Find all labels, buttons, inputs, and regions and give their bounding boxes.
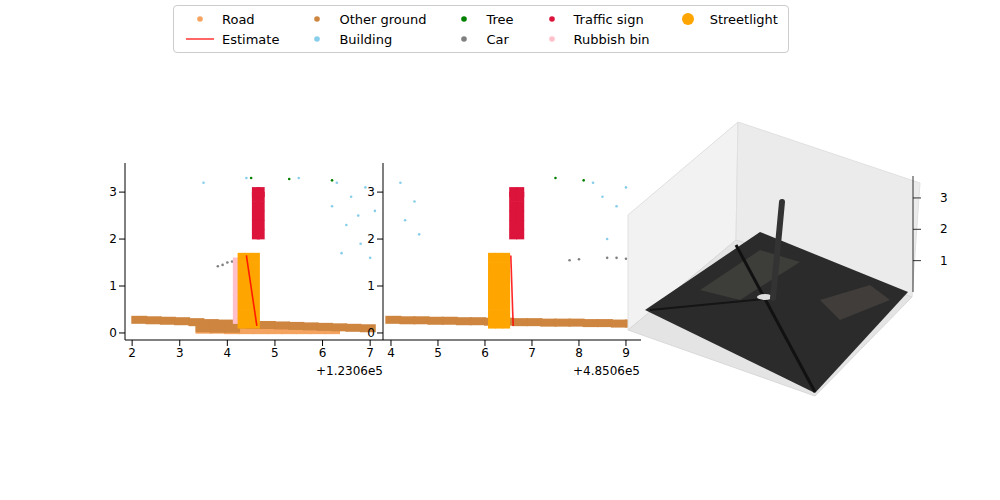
svg-text:3: 3 (176, 346, 184, 360)
svg-text:2: 2 (128, 346, 136, 360)
svg-text:6: 6 (319, 346, 327, 360)
svg-text:4: 4 (224, 346, 232, 360)
svg-text:1: 1 (109, 279, 117, 293)
svg-text:3: 3 (367, 185, 375, 199)
html-text:Road: Road (222, 11, 255, 27)
svg-text:6: 6 (481, 346, 489, 360)
svg-text:1: 1 (940, 254, 948, 268)
html-text:Traffic sign: Traffic sign (573, 11, 644, 27)
svg-text:7: 7 (528, 346, 536, 360)
html-text:Streetlight: Streetlight (709, 11, 778, 27)
svg-text:7: 7 (366, 346, 374, 360)
svg-text:0: 0 (367, 326, 375, 340)
html-text:Rubbish bin: Rubbish bin (573, 31, 650, 47)
svg-text:8: 8 (575, 346, 583, 360)
svg-text:1: 1 (367, 279, 375, 293)
svg-text:3: 3 (109, 185, 117, 199)
html-text:Car: Car (486, 31, 509, 47)
svg-text:5: 5 (434, 346, 442, 360)
svg-text:3: 3 (940, 191, 948, 205)
html-text:Building: Building (339, 31, 393, 47)
html-text:Tree: Tree (486, 11, 514, 27)
svg-text:5: 5 (271, 346, 279, 360)
svg-text:4: 4 (387, 346, 395, 360)
svg-text:2: 2 (940, 222, 948, 236)
html-text:Other ground: Other ground (339, 11, 427, 27)
svg-text:9: 9 (622, 346, 630, 360)
svg-text:2: 2 (367, 232, 375, 246)
svg-text:2: 2 (109, 232, 117, 246)
html-text:+4.8506e5: +4.8506e5 (572, 364, 640, 378)
svg-text:0: 0 (109, 326, 117, 340)
html-text:Estimate: Estimate (222, 31, 280, 47)
html-text:+1.2306e5: +1.2306e5 (315, 364, 383, 378)
